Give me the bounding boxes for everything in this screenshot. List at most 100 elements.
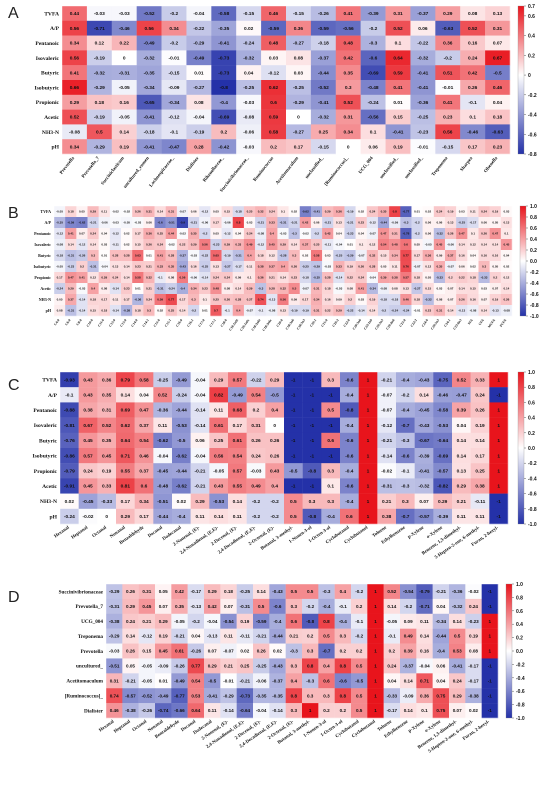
heatmap-cell [161, 139, 187, 155]
heatmap-cell [460, 124, 486, 140]
cell-value: 0.19 [159, 634, 168, 639]
heatmap-cell [355, 294, 367, 306]
heatmap-cell [106, 703, 123, 719]
heatmap-cell [485, 139, 511, 155]
cell-value: 0.19 [448, 210, 454, 214]
heatmap-cell [143, 283, 155, 295]
heatmap-cell [153, 432, 173, 449]
cell-value: -0.41 [144, 115, 155, 121]
heatmap-cell [255, 217, 267, 229]
heatmap-cell [136, 139, 162, 155]
heatmap-cell [266, 261, 278, 273]
heatmap-cell [449, 613, 466, 629]
cell-value: -0.12 [257, 243, 264, 247]
cell-value: 0.19 [369, 298, 375, 302]
heatmap-cell [335, 80, 361, 95]
cell-value: 0.33 [157, 265, 163, 269]
heatmap-cell [78, 478, 98, 494]
cell-value: 0.3 [327, 377, 334, 383]
cell-value: 0.47 [459, 232, 465, 236]
heatmap-cell [186, 80, 212, 95]
cell-value: -0.25 [302, 265, 309, 269]
scale-tick-label: -0.6 [528, 492, 537, 498]
cell-value: 0.42 [175, 589, 184, 594]
heatmap-cell [143, 305, 155, 317]
heatmap-cell [165, 261, 178, 273]
cell-value: 0.38 [475, 484, 485, 490]
heatmap-cell [302, 417, 322, 433]
cell-value: 0.04 [436, 604, 445, 609]
cell-value: -0.31 [240, 604, 251, 609]
heatmap-cell [470, 463, 490, 479]
cell-value: 0.14 [457, 438, 467, 444]
heatmap-cell [302, 613, 319, 629]
cell-value: 0.15 [90, 309, 96, 313]
cell-value: -0.3 [401, 484, 410, 490]
cell-value: -0.34 [169, 100, 180, 106]
cell-value: 0.6 [270, 100, 277, 106]
heatmap-cell [172, 402, 191, 418]
heatmap-cell [232, 217, 245, 229]
heatmap-cell [470, 372, 490, 388]
cell-value: 0.06 [436, 221, 442, 225]
cell-value: 0.36 [443, 41, 453, 47]
cell-value: -0.6 [158, 221, 164, 225]
cell-value: 0.44 [70, 11, 80, 17]
heatmap-cell [109, 305, 122, 317]
heatmap-cell [211, 20, 237, 36]
cell-value: -0.38 [468, 693, 479, 698]
column-label: C22:6n3 [452, 318, 462, 331]
cell-value: -0.27 [293, 129, 304, 135]
heatmap-cell [414, 417, 434, 433]
cell-value: -0.05 [123, 221, 130, 225]
cell-value: -0.29 [223, 693, 234, 698]
cell-value: -0.41 [144, 144, 155, 150]
heatmap-cell [302, 493, 322, 509]
heatmap-frame [105, 583, 499, 719]
cell-value: -0.9 [180, 221, 186, 225]
column-label: unclassified_ [379, 156, 400, 180]
cell-value: 0.41 [358, 287, 364, 291]
heatmap-cell [470, 387, 490, 403]
heatmap-cell [209, 432, 229, 449]
cell-value: 0.11 [457, 514, 466, 520]
heatmap-cell [161, 124, 187, 140]
heatmap-cell [243, 206, 256, 218]
cell-value: 0.01 [393, 100, 403, 106]
cell-value: 0.68 [233, 408, 243, 414]
heatmap-cell [383, 658, 401, 674]
cell-value: -0.21 [90, 221, 97, 225]
cell-value: -0.05 [425, 243, 432, 247]
cell-value: 0.11 [101, 210, 107, 214]
heatmap-cell [411, 217, 423, 229]
heatmap-cell [433, 272, 446, 284]
cell-value: -0.13 [458, 309, 465, 313]
cell-value: 0.57 [233, 377, 243, 383]
scale-tick-label: 0.2 [528, 431, 535, 437]
cell-value: -0.58 [437, 408, 448, 414]
cell-value: -0.09 [391, 221, 398, 225]
cell-value: -0.04 [193, 115, 204, 121]
cell-value: -0.67 [419, 438, 430, 444]
heatmap-cell [396, 372, 415, 388]
cell-value: 0.8 [236, 221, 241, 225]
cell-value: 0.26 [135, 210, 141, 214]
heatmap-cell [485, 65, 511, 81]
heatmap-cell [333, 217, 345, 229]
heatmap-cell [86, 50, 112, 66]
heatmap-cell [232, 261, 245, 273]
cell-value: 0.06 [195, 438, 205, 444]
heatmap-cell [122, 703, 139, 719]
cell-value: -0.37 [318, 55, 329, 61]
column-label: uncultured_rumen [123, 156, 151, 190]
column-label: C18:1n9c [239, 318, 250, 332]
cell-value: 0.59 [393, 70, 403, 76]
cell-value: 0.6 [346, 514, 353, 520]
cell-value: 1 [497, 423, 500, 429]
column-label: C16:1 [186, 318, 194, 328]
cell-value: -0.4 [345, 392, 354, 398]
heatmap-cell [485, 124, 511, 140]
cell-value: -0.2 [271, 499, 280, 505]
cell-value: 0.25 [213, 298, 219, 302]
heatmap-cell [269, 628, 286, 644]
